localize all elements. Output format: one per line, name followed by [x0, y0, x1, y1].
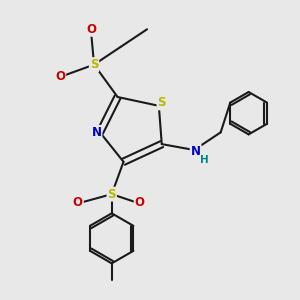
- Text: S: S: [158, 96, 166, 110]
- Text: O: O: [86, 23, 96, 36]
- Text: O: O: [135, 196, 145, 209]
- Text: N: N: [190, 145, 201, 158]
- Text: H: H: [200, 155, 209, 165]
- Text: N: N: [92, 126, 101, 139]
- Text: O: O: [73, 196, 83, 209]
- Text: O: O: [55, 70, 65, 83]
- Text: S: S: [90, 58, 98, 71]
- Text: S: S: [107, 188, 116, 201]
